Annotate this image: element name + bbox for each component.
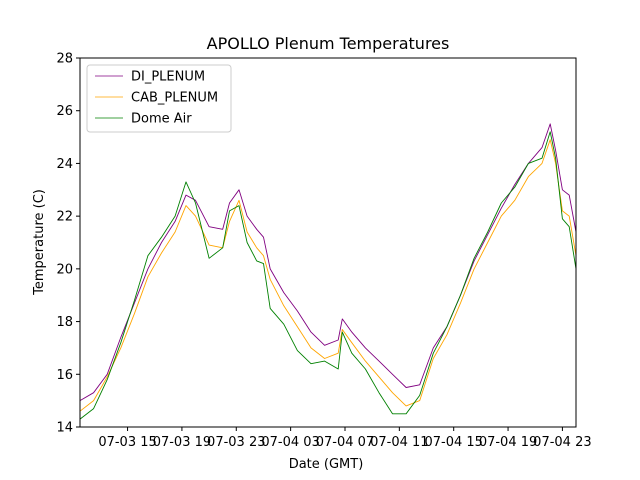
plot-frame [79, 57, 577, 428]
y-tick-label: 24 [56, 157, 73, 172]
legend-entry-dome-air: Dome Air [95, 112, 192, 127]
y-axis-label: Temperature (C) [32, 189, 47, 296]
x-tick-label: 07-04 03 [261, 435, 319, 450]
x-tick-label: 07-04 11 [370, 435, 428, 450]
legend-label-cab-plenum: CAB_PLENUM [131, 91, 218, 106]
x-axis-label: Date (GMT) [289, 457, 364, 472]
y-axis: 14 16 18 20 22 24 26 28 [56, 52, 80, 436]
series-line-cab-plenum [79, 139, 577, 412]
x-tick-label: 07-03 23 [207, 435, 265, 450]
y-tick-label: 16 [56, 368, 73, 383]
x-tick-label: 07-04 15 [424, 435, 482, 450]
x-tick-label: 07-03 19 [153, 435, 211, 450]
legend-label-di-plenum: DI_PLENUM [131, 70, 205, 85]
y-tick-label: 20 [56, 262, 73, 277]
y-tick-label: 28 [56, 52, 73, 67]
x-tick-label: 07-04 19 [479, 435, 537, 450]
y-tick-label: 22 [56, 210, 73, 225]
legend-entry-di-plenum: DI_PLENUM [95, 70, 205, 85]
legend-entry-cab-plenum: CAB_PLENUM [95, 91, 218, 106]
y-tick-label: 14 [56, 421, 73, 436]
y-tick-label: 18 [56, 315, 73, 330]
x-tick-label: 07-04 23 [533, 435, 591, 450]
legend-frame [86, 64, 232, 133]
x-tick-label: 07-03 15 [98, 435, 156, 450]
series-layer [79, 123, 577, 420]
chart-title: APOLLO Plenum Temperatures [207, 34, 450, 53]
x-tick-label: 07-04 07 [316, 435, 374, 450]
legend: DI_PLENUM CAB_PLENUM Dome Air [86, 64, 232, 133]
y-tick-label: 26 [56, 104, 73, 119]
series-line-di-plenum [79, 123, 577, 401]
legend-label-dome-air: Dome Air [131, 112, 192, 127]
series-line-dome-air [79, 131, 577, 420]
